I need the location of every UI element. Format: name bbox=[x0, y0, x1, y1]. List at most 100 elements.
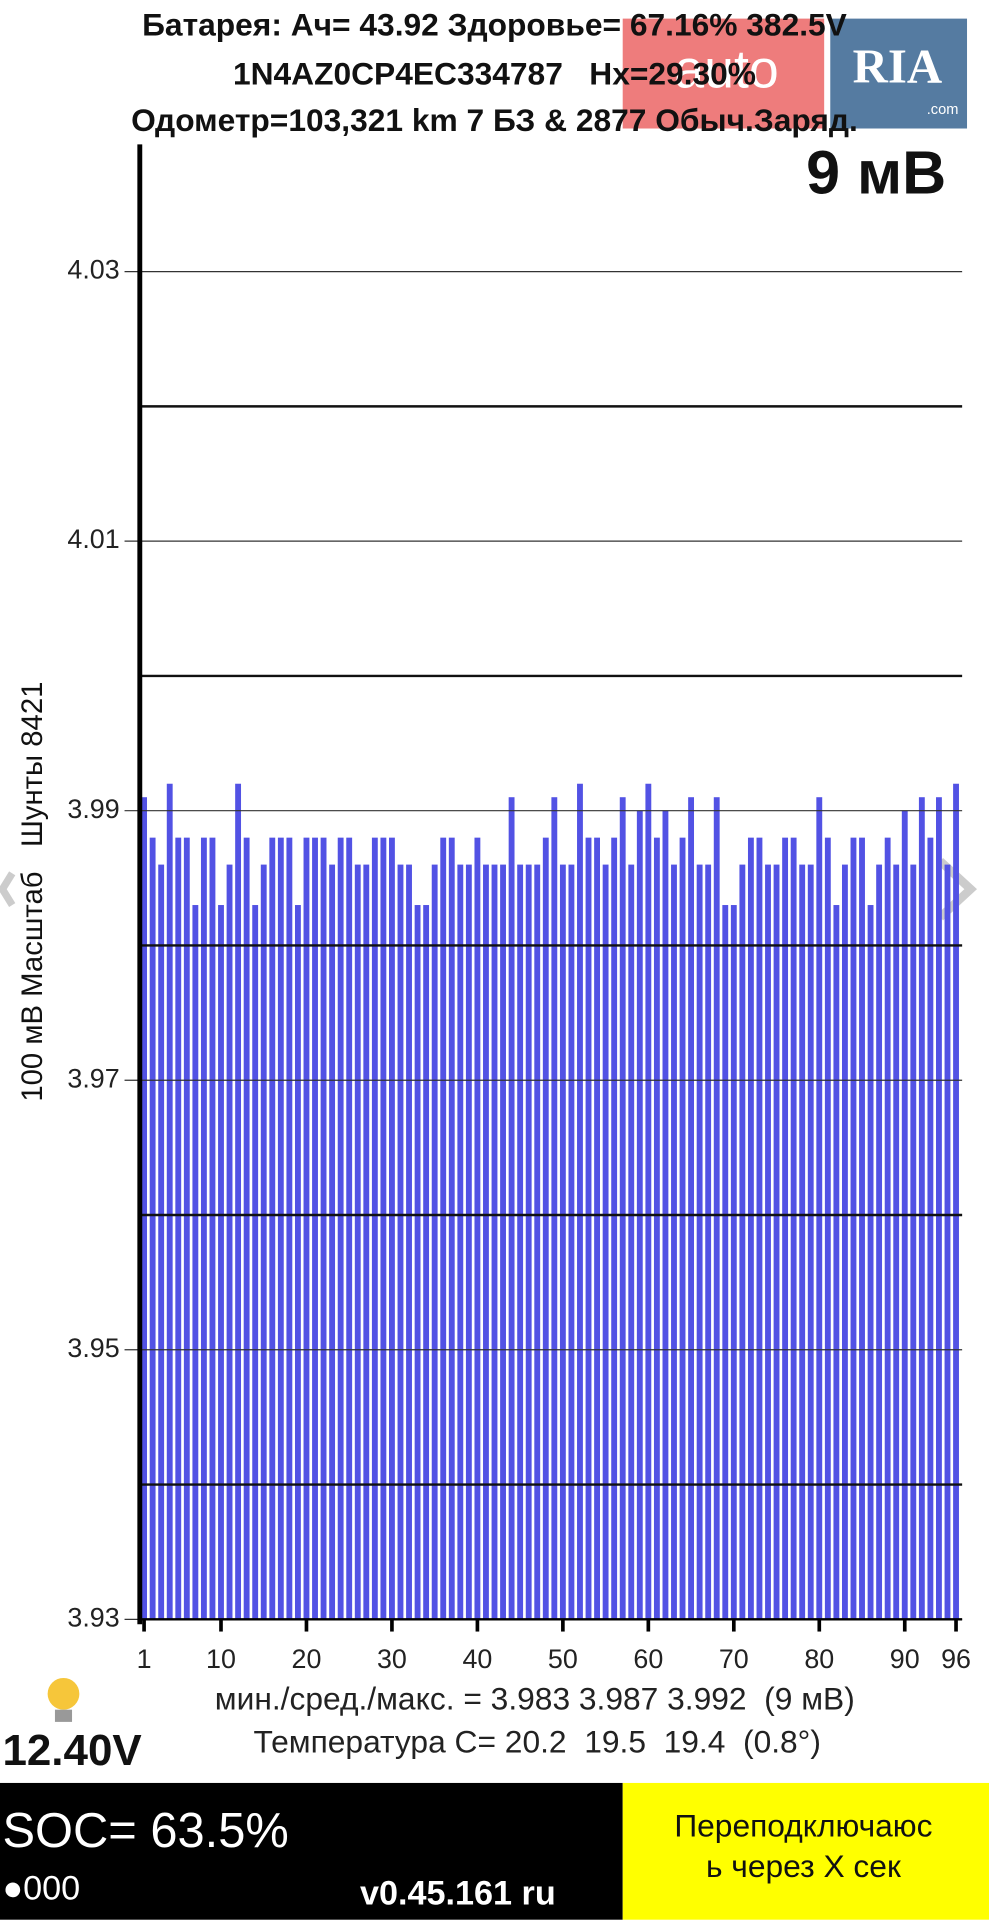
bar bbox=[491, 864, 498, 1620]
watermark: .com bbox=[927, 102, 959, 118]
bar bbox=[841, 864, 848, 1620]
bar bbox=[397, 864, 404, 1620]
bar bbox=[679, 837, 686, 1620]
watermark: auto bbox=[674, 40, 779, 100]
bar bbox=[568, 864, 575, 1620]
bar bbox=[824, 837, 831, 1620]
header-line: Батарея: Ач= 43.92 Здоровье= 67.16% 382.… bbox=[142, 7, 847, 43]
bar bbox=[884, 837, 891, 1620]
x-tick-label: 40 bbox=[462, 1644, 492, 1674]
bar bbox=[918, 797, 925, 1620]
bar bbox=[294, 905, 301, 1620]
bar bbox=[653, 837, 660, 1620]
status-bar bbox=[0, 1782, 623, 1920]
bar bbox=[602, 864, 609, 1620]
bar bbox=[850, 837, 857, 1620]
bar bbox=[183, 837, 190, 1620]
bar bbox=[483, 864, 489, 1620]
bar bbox=[799, 864, 806, 1620]
x-tick-label: 30 bbox=[377, 1644, 407, 1674]
bar bbox=[474, 837, 481, 1620]
nav-left[interactable] bbox=[0, 871, 16, 907]
y-tick-label: 3.97 bbox=[67, 1063, 119, 1093]
bulb-icon bbox=[54, 1709, 73, 1722]
bar bbox=[534, 864, 541, 1620]
bar bbox=[209, 837, 216, 1620]
bar bbox=[833, 905, 840, 1620]
stats: мин./сред./макс. = 3.983 3.987 3.992 (9 … bbox=[215, 1681, 855, 1717]
bar bbox=[252, 905, 259, 1620]
bar bbox=[713, 797, 720, 1620]
x-tick-label: 80 bbox=[804, 1644, 834, 1674]
bar bbox=[312, 837, 318, 1620]
spread: 9 мВ bbox=[806, 138, 946, 206]
bar bbox=[594, 837, 600, 1620]
bar bbox=[559, 864, 566, 1620]
bar bbox=[440, 837, 447, 1620]
bar bbox=[465, 864, 472, 1620]
reconnect-text: ь через X сек bbox=[706, 1848, 902, 1884]
bar bbox=[688, 797, 695, 1620]
bar bbox=[645, 783, 652, 1620]
bar bbox=[790, 837, 797, 1620]
bar bbox=[816, 797, 823, 1620]
watermark-bg bbox=[830, 18, 968, 129]
bar bbox=[542, 837, 549, 1620]
x-tick-label: 1 bbox=[137, 1644, 152, 1674]
reconnect-box[interactable] bbox=[622, 1782, 989, 1920]
y-tick-label: 4.01 bbox=[67, 524, 119, 554]
bar bbox=[175, 837, 182, 1620]
soc: SOC= 63.5% bbox=[2, 1804, 288, 1858]
y-axis-label: 100 мВ Масштаб Шунты 8421 bbox=[16, 682, 49, 1102]
bar bbox=[773, 864, 780, 1620]
x-tick-label: 60 bbox=[633, 1644, 663, 1674]
header-line: Одометр=103,321 km 7 БЗ & 2877 Обыч.Заря… bbox=[131, 102, 858, 138]
bar bbox=[269, 837, 276, 1620]
x-tick-label: 96 bbox=[941, 1644, 971, 1674]
bar bbox=[782, 837, 789, 1620]
bar bbox=[517, 864, 524, 1620]
bar bbox=[166, 783, 173, 1620]
bar bbox=[320, 837, 327, 1620]
bar bbox=[500, 864, 506, 1620]
y-tick-label: 4.03 bbox=[67, 255, 119, 285]
bar bbox=[457, 864, 464, 1620]
bar bbox=[867, 905, 874, 1620]
bar bbox=[192, 905, 199, 1620]
bar bbox=[260, 864, 267, 1620]
battery-12v: 12.40V bbox=[2, 1726, 141, 1775]
bar bbox=[371, 837, 378, 1620]
x-tick-label: 50 bbox=[548, 1644, 578, 1674]
bar bbox=[406, 864, 412, 1620]
bar bbox=[611, 837, 618, 1620]
bar bbox=[149, 837, 156, 1620]
bar bbox=[730, 905, 737, 1620]
bar bbox=[354, 864, 361, 1620]
bar bbox=[389, 837, 395, 1620]
bar bbox=[936, 797, 942, 1620]
bar bbox=[722, 905, 729, 1620]
version: v0.45.161 ru bbox=[360, 1874, 556, 1912]
bar bbox=[944, 864, 951, 1620]
bar bbox=[158, 864, 165, 1620]
bar bbox=[508, 797, 515, 1620]
bar bbox=[380, 837, 387, 1620]
bar bbox=[423, 905, 430, 1620]
bar bbox=[448, 837, 455, 1620]
bar bbox=[739, 864, 746, 1620]
bar bbox=[807, 864, 814, 1620]
x-tick-label: 10 bbox=[206, 1644, 236, 1674]
x-tick-label: 20 bbox=[292, 1644, 322, 1674]
bar bbox=[200, 837, 207, 1620]
bulb-icon bbox=[47, 1677, 80, 1710]
bar bbox=[525, 864, 532, 1620]
bar bbox=[329, 864, 336, 1620]
bar bbox=[363, 864, 370, 1620]
dots: ●000 bbox=[2, 1869, 80, 1907]
header-line: 1N4AZ0CP4EC334787 Hx=29.30% bbox=[233, 55, 756, 91]
bar bbox=[705, 864, 712, 1620]
bar bbox=[859, 837, 865, 1620]
bar bbox=[235, 783, 242, 1620]
bar bbox=[243, 837, 250, 1620]
